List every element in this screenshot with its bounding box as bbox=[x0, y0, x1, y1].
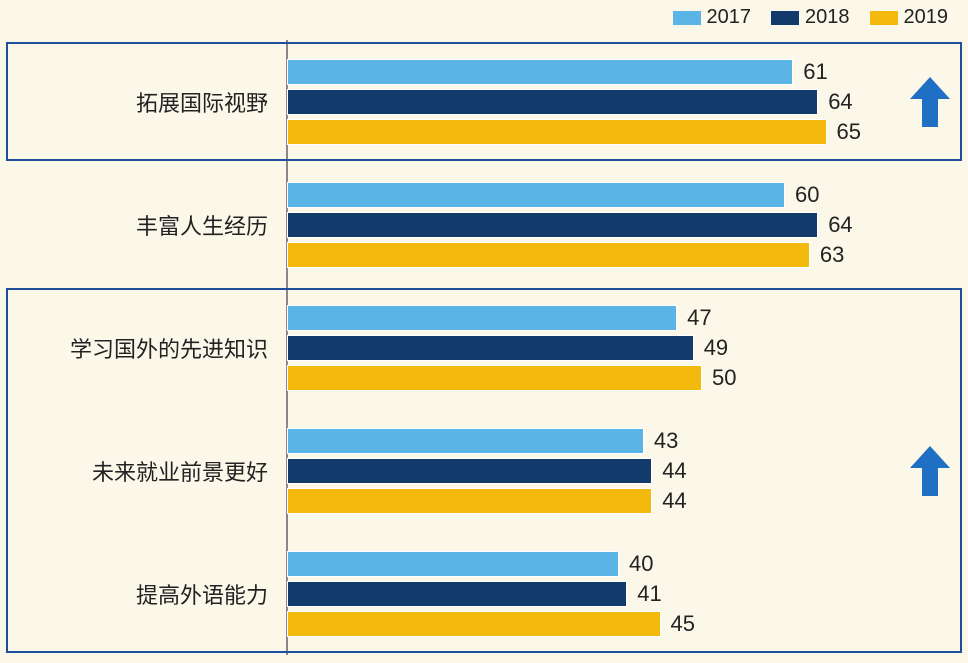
value-label-4-2019: 45 bbox=[671, 611, 695, 637]
plot-area: 拓展国际视野 61 64 65 丰富人生经历 60 64 63 bbox=[0, 40, 968, 655]
category-label-0: 拓展国际视野 bbox=[0, 40, 280, 163]
bar-4-2019 bbox=[287, 611, 661, 637]
legend: 2017 2018 2019 bbox=[673, 6, 949, 29]
value-label-4-2017: 40 bbox=[629, 551, 653, 577]
category-label-2: 学习国外的先进知识 bbox=[0, 286, 280, 409]
value-label-1-2018: 64 bbox=[828, 212, 852, 238]
bar-2-2019 bbox=[287, 365, 702, 391]
value-label-1-2017: 60 bbox=[795, 182, 819, 208]
bar-3-2019 bbox=[287, 488, 652, 514]
bar-group-2: 学习国外的先进知识 47 49 50 bbox=[0, 286, 968, 409]
legend-item-2018: 2018 bbox=[771, 6, 850, 29]
bar-1-2019 bbox=[287, 242, 810, 268]
value-label-3-2018: 44 bbox=[662, 458, 686, 484]
bar-1-2017 bbox=[287, 182, 785, 208]
legend-label-2017: 2017 bbox=[707, 6, 752, 29]
value-label-2-2019: 50 bbox=[712, 365, 736, 391]
bar-2-2017 bbox=[287, 305, 677, 331]
legend-label-2019: 2019 bbox=[904, 6, 949, 29]
bar-1-2018 bbox=[287, 212, 818, 238]
bar-group-1: 丰富人生经历 60 64 63 bbox=[0, 163, 968, 286]
bar-group-3: 未来就业前景更好 43 44 44 bbox=[0, 409, 968, 532]
bar-group-0: 拓展国际视野 61 64 65 bbox=[0, 40, 968, 163]
value-label-3-2019: 44 bbox=[662, 488, 686, 514]
value-label-4-2018: 41 bbox=[637, 581, 661, 607]
value-label-0-2018: 64 bbox=[828, 89, 852, 115]
legend-item-2019: 2019 bbox=[870, 6, 949, 29]
chart-container: 2017 2018 2019 拓展国际视野 61 64 65 bbox=[0, 0, 968, 663]
category-label-3: 未来就业前景更好 bbox=[0, 409, 280, 532]
bar-group-4: 提高外语能力 40 41 45 bbox=[0, 532, 968, 655]
category-label-4: 提高外语能力 bbox=[0, 532, 280, 655]
bar-0-2018 bbox=[287, 89, 818, 115]
bar-3-2018 bbox=[287, 458, 652, 484]
bar-0-2017 bbox=[287, 59, 793, 85]
value-label-0-2017: 61 bbox=[803, 59, 827, 85]
bar-4-2018 bbox=[287, 581, 627, 607]
value-label-0-2019: 65 bbox=[837, 119, 861, 145]
legend-item-2017: 2017 bbox=[673, 6, 752, 29]
legend-swatch-2019 bbox=[870, 11, 898, 25]
category-label-1: 丰富人生经历 bbox=[0, 163, 280, 286]
value-label-2-2017: 47 bbox=[687, 305, 711, 331]
bar-4-2017 bbox=[287, 551, 619, 577]
value-label-2-2018: 49 bbox=[704, 335, 728, 361]
legend-label-2018: 2018 bbox=[805, 6, 850, 29]
legend-swatch-2017 bbox=[673, 11, 701, 25]
value-label-3-2017: 43 bbox=[654, 428, 678, 454]
bar-0-2019 bbox=[287, 119, 827, 145]
bar-2-2018 bbox=[287, 335, 694, 361]
value-label-1-2019: 63 bbox=[820, 242, 844, 268]
legend-swatch-2018 bbox=[771, 11, 799, 25]
bar-3-2017 bbox=[287, 428, 644, 454]
